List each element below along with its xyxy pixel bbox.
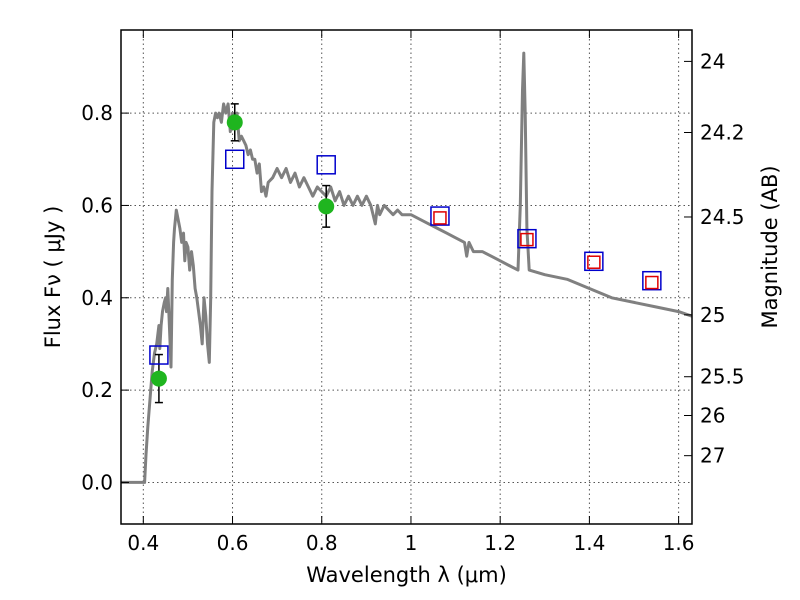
blue-open-square-point bbox=[430, 206, 450, 226]
x-tick-label: 1.2 bbox=[484, 531, 516, 555]
y-axis-title: Flux Fν ( μJy ) bbox=[41, 206, 65, 349]
blue-open-square-point bbox=[584, 251, 604, 272]
right-axis-title: Magnitude (AB) bbox=[758, 165, 782, 328]
magnitude-tick-label: 25 bbox=[700, 303, 725, 327]
magnitude-tick-label: 26 bbox=[700, 404, 725, 428]
y-tick-label: 0.8 bbox=[81, 101, 113, 125]
magnitude-tick-label: 24.2 bbox=[700, 120, 745, 144]
y-tick-label: 0.4 bbox=[81, 286, 113, 310]
red-open-square-point bbox=[645, 275, 659, 290]
x-tick-label: 1.6 bbox=[663, 531, 695, 555]
red-open-square-point bbox=[520, 232, 534, 247]
blue-open-square-point bbox=[316, 155, 336, 175]
x-tick-label: 0.8 bbox=[306, 531, 338, 555]
plot-series-group bbox=[121, 51, 692, 484]
x-tick-label: 1 bbox=[405, 531, 418, 555]
plot-frame bbox=[120, 29, 693, 525]
red-open-square-point bbox=[433, 211, 447, 225]
sed-model-line bbox=[121, 51, 692, 484]
blue-open-square-point bbox=[642, 270, 662, 291]
magnitude-tick-label: 25.5 bbox=[700, 365, 745, 389]
y-tick-label: 0.2 bbox=[81, 378, 113, 402]
x-tick-label: 1.4 bbox=[573, 531, 605, 555]
y-tick-label: 0.6 bbox=[81, 193, 113, 217]
magnitude-tick-label: 24.5 bbox=[700, 205, 745, 229]
x-tick-label: 0.6 bbox=[217, 531, 249, 555]
x-axis-title: Wavelength λ (μm) bbox=[306, 563, 507, 587]
red-open-square-point bbox=[587, 255, 601, 269]
y-tick-label: 0.0 bbox=[81, 470, 113, 494]
observed-flux-point bbox=[318, 198, 335, 215]
observed-flux-point bbox=[226, 114, 243, 131]
magnitude-tick-label: 27 bbox=[700, 444, 725, 468]
magnitude-tick-label: 24 bbox=[700, 49, 725, 73]
x-tick-label: 0.4 bbox=[127, 531, 159, 555]
blue-open-square-point bbox=[225, 149, 245, 170]
blue-open-square-point bbox=[149, 345, 169, 365]
blue-open-square-point bbox=[517, 228, 537, 249]
observed-flux-point bbox=[150, 370, 167, 387]
